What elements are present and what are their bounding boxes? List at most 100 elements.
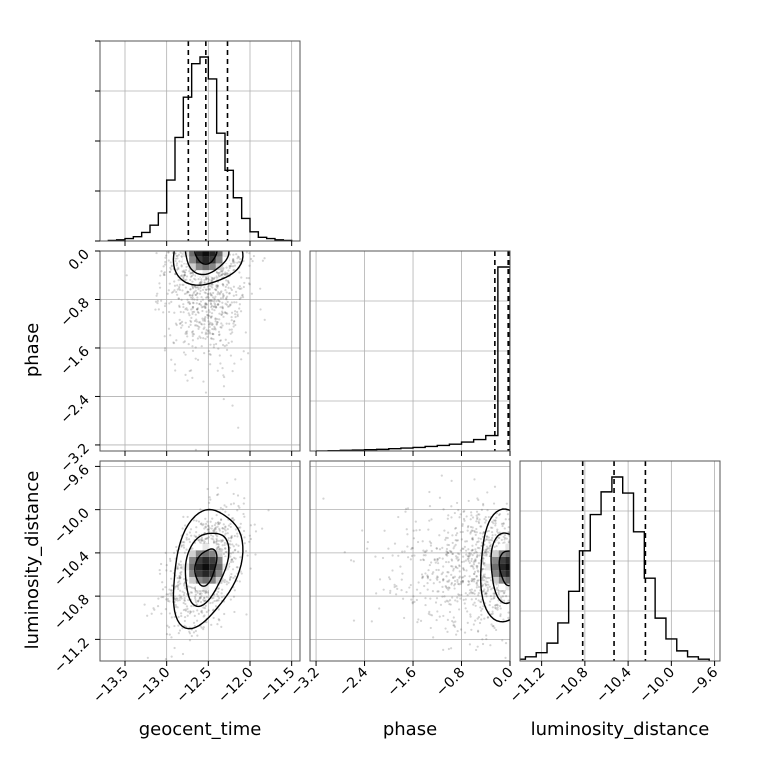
scatter-point [216, 317, 219, 321]
density-cell [505, 570, 510, 577]
scatter-point [200, 304, 203, 307]
scatter-point [210, 534, 213, 537]
scatter-point [252, 254, 256, 258]
scatter-point [212, 333, 215, 336]
scatter-point [218, 529, 221, 532]
scatter-point [224, 525, 227, 528]
scatter-point [455, 557, 458, 560]
scatter-point [482, 590, 485, 593]
scatter-point [460, 538, 463, 541]
scatter-point [374, 555, 377, 558]
scatter-point [237, 504, 240, 508]
scatter-point [163, 347, 167, 350]
scatter-point [217, 523, 220, 526]
scatter-point [199, 600, 203, 604]
scatter-point [181, 527, 184, 530]
scatter-point [463, 509, 466, 513]
scatter-point [418, 528, 421, 532]
scatter-point [225, 279, 228, 282]
density-cell [189, 576, 196, 584]
scatter-point [200, 522, 203, 525]
scatter-point [152, 607, 155, 610]
scatter-point [219, 274, 222, 278]
scatter-point [206, 296, 209, 299]
scatter-point [214, 306, 218, 309]
scatter-point [503, 533, 507, 537]
scatter-point [475, 582, 478, 585]
scatter-point [209, 292, 212, 295]
scatter-point [487, 529, 490, 533]
scatter-point [183, 271, 186, 274]
scatter-point [462, 598, 465, 601]
scatter-point [219, 506, 222, 510]
scatter-point [201, 524, 204, 527]
scatter-point [186, 308, 189, 311]
density-cell [512, 544, 519, 551]
panel-phase-luminosity_distance: −3.2 −2.4 −1.6 −0.8 0.0 [288, 460, 519, 700]
scatter-point [415, 529, 418, 532]
density-cell [498, 576, 506, 584]
scatter-point [200, 626, 203, 629]
scatter-point [243, 515, 246, 518]
scatter-point [434, 601, 438, 604]
scatter-point [212, 343, 216, 346]
scatter-point [441, 595, 444, 598]
scatter-point [466, 593, 469, 597]
density-cell [202, 543, 210, 551]
scatter-point [489, 543, 492, 546]
scatter-point [437, 562, 440, 565]
scatter-point [457, 558, 460, 561]
scatter-point [181, 324, 184, 327]
scatter-point [196, 298, 199, 302]
xlabel-geocent-time: geocent_time [139, 719, 262, 740]
scatter-point [238, 287, 242, 291]
scatter-point [254, 530, 258, 533]
scatter-point [495, 544, 498, 548]
scatter-point [180, 597, 183, 600]
scatter-point [232, 261, 235, 264]
scatter-point [237, 256, 241, 259]
scatter-point [458, 570, 461, 573]
density-cell [512, 577, 519, 584]
scatter-point [179, 251, 182, 254]
scatter-point [215, 276, 219, 279]
scatter-point [167, 251, 170, 254]
scatter-point [211, 601, 214, 604]
scatter-point [206, 591, 209, 594]
scatter-point [216, 623, 219, 626]
density-cell [505, 583, 510, 591]
scatter-point [186, 614, 189, 617]
scatter-point [205, 621, 208, 624]
scatter-point [224, 532, 227, 535]
scatter-point [446, 517, 449, 520]
density-cell [492, 570, 499, 577]
scatter-point [183, 340, 186, 343]
scatter-point [174, 603, 177, 607]
scatter-point [226, 305, 230, 308]
scatter-point [193, 614, 196, 617]
scatter-point [189, 585, 192, 589]
scatter-point [205, 610, 208, 614]
scatter-point [475, 648, 478, 652]
scatter-point [204, 301, 207, 305]
scatter-point [223, 375, 226, 379]
scatter-point [199, 541, 202, 544]
scatter-point [429, 578, 432, 581]
scatter-point [206, 528, 209, 531]
scatter-point [498, 512, 502, 516]
scatter-point [435, 547, 438, 550]
scatter-point [218, 521, 222, 524]
scatter-point [475, 520, 478, 523]
scatter-point [204, 525, 207, 528]
scatter-point [442, 578, 445, 581]
scatter-point [232, 258, 235, 261]
scatter-point [174, 252, 177, 255]
scatter-point [215, 284, 218, 287]
scatter-point [169, 569, 172, 573]
scatter-point [206, 335, 209, 338]
scatter-point [421, 576, 424, 579]
scatter-point [230, 535, 233, 539]
scatter-point [207, 309, 211, 312]
scatter-point [241, 293, 244, 296]
